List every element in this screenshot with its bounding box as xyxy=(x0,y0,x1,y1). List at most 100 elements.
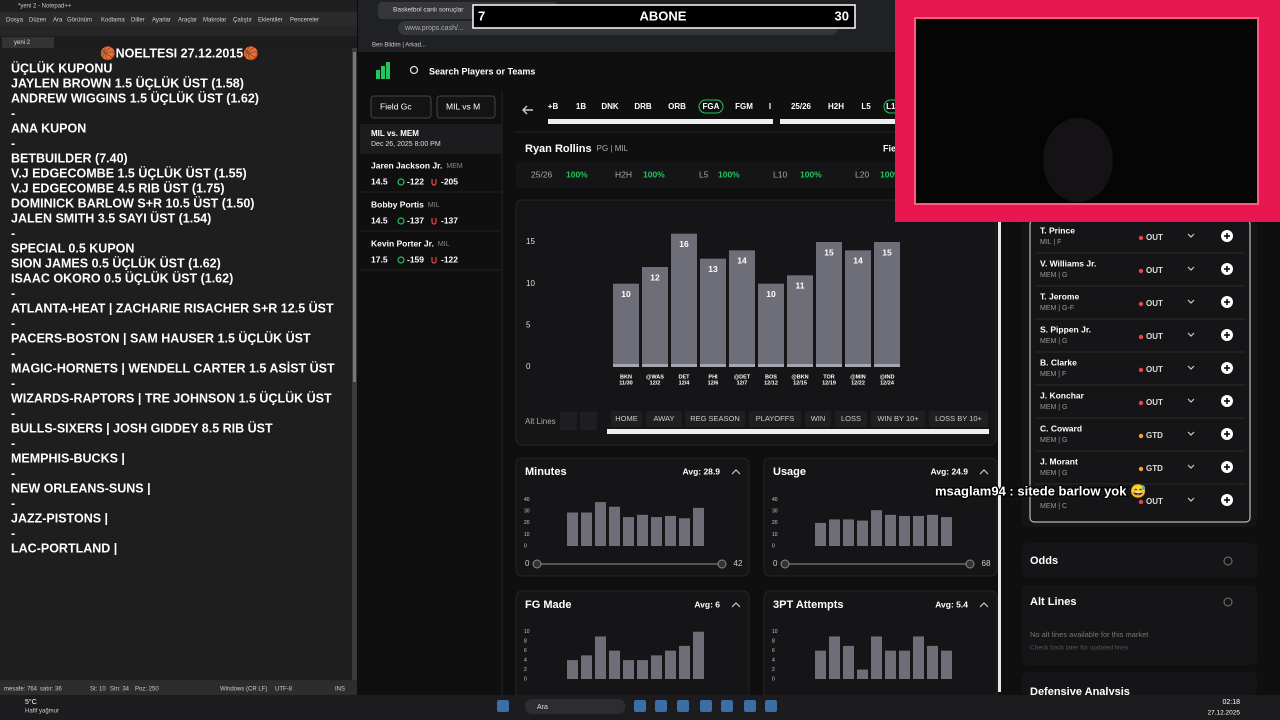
bar-base xyxy=(671,364,697,367)
editor-line: ANA KUPON xyxy=(11,121,86,135)
injury-name: V. Williams Jr. xyxy=(1040,258,1096,268)
taskbar-icon[interactable] xyxy=(677,700,689,712)
stepper[interactable] xyxy=(560,412,577,430)
filter-chip[interactable] xyxy=(749,411,801,427)
editor-line: V.J EDGECOMBE 4.5 RIB ÜST (1.75) xyxy=(11,180,225,195)
editor-line: 🏀NOELTESI 27.12.2015🏀 xyxy=(100,44,259,61)
filter-chip[interactable] xyxy=(685,411,745,427)
bookmark[interactable]: Ben Bildim | Arkad... xyxy=(372,43,426,49)
menu-item[interactable]: Araçlar xyxy=(178,18,197,24)
player-name[interactable]: Bobby Portis xyxy=(371,199,424,209)
dropdown[interactable] xyxy=(436,95,496,119)
menu-item[interactable]: Dosya xyxy=(6,18,24,24)
taskbar-icon[interactable] xyxy=(634,700,646,712)
status-dot xyxy=(1138,433,1144,439)
bar xyxy=(843,519,854,546)
x-tick-label: 12/4 xyxy=(679,380,691,386)
taskbar-icon[interactable] xyxy=(655,700,667,712)
player-title: Ryan Rollins xyxy=(525,143,592,155)
menu-item[interactable]: Düzen xyxy=(29,18,46,24)
filter-chip[interactable] xyxy=(646,411,682,427)
scroll-thumb xyxy=(353,52,356,382)
filter-chip[interactable] xyxy=(611,411,642,427)
info-icon xyxy=(1223,556,1233,566)
player-name[interactable]: Jaren Jackson Jr. xyxy=(371,160,442,170)
taskbar-search[interactable] xyxy=(525,699,625,714)
slider-handle[interactable] xyxy=(965,559,975,569)
search-input[interactable]: Search Players or Teams xyxy=(429,66,535,76)
stat-tab[interactable]: FGM xyxy=(735,102,753,111)
bar xyxy=(665,650,676,679)
stepper[interactable] xyxy=(580,412,597,430)
filter-chip[interactable] xyxy=(871,411,925,427)
menu-item[interactable]: Diller xyxy=(131,18,145,24)
time-tab[interactable]: L10 xyxy=(886,102,900,111)
taskbar-icon[interactable] xyxy=(765,700,777,712)
filter-chip[interactable] xyxy=(805,411,831,427)
y-tick-label: 0 xyxy=(772,543,775,549)
y-tick-label: 4 xyxy=(524,657,527,663)
player-name[interactable]: Kevin Porter Jr. xyxy=(371,238,434,248)
stat-tab[interactable]: ORB xyxy=(668,102,686,111)
tab-title: yeni 2 xyxy=(14,40,31,46)
editor-line: - xyxy=(11,466,15,480)
stat-tab[interactable]: 1B xyxy=(576,102,586,111)
y-tick-label: 8 xyxy=(772,639,775,645)
taskbar-icon[interactable] xyxy=(721,700,733,712)
bar xyxy=(787,275,813,367)
hit-rate-value: 100% xyxy=(566,169,588,179)
dropdown-label: MIL vs M xyxy=(446,101,480,111)
menu-item[interactable]: Ayarlar xyxy=(152,18,171,24)
menu-item[interactable]: Görünüm xyxy=(67,18,92,24)
menu-item[interactable]: Ara xyxy=(53,18,63,24)
market-title: Field xyxy=(883,143,904,153)
status-dot xyxy=(1138,268,1144,274)
editor-line: SPECIAL 0.5 KUPON xyxy=(11,241,134,255)
taskbar-icon[interactable] xyxy=(497,700,509,712)
game-title: MIL vs. MEM xyxy=(371,129,419,138)
filter-chip[interactable] xyxy=(835,411,867,427)
menu-item[interactable]: Çalıştır xyxy=(233,18,252,24)
hit-rate-label: L10 xyxy=(773,169,787,179)
chevron xyxy=(1187,332,1195,337)
section-title: Odds xyxy=(1030,555,1058,567)
y-tick-label: 10 xyxy=(772,629,778,635)
status-item: INS xyxy=(335,687,345,693)
editor-line: BETBUILDER (7.40) xyxy=(11,151,128,165)
menu-item[interactable]: Pencereler xyxy=(290,18,319,24)
time-tab[interactable]: 25/26 xyxy=(791,102,812,111)
menu-item[interactable]: Kodlama xyxy=(101,18,125,24)
slider-handle[interactable] xyxy=(532,559,542,569)
add-icon xyxy=(1224,299,1230,305)
taskbar-icon[interactable] xyxy=(700,700,712,712)
odds-panel[interactable] xyxy=(1022,543,1257,578)
search-icon xyxy=(409,65,419,75)
time-tab[interactable]: H2H xyxy=(828,102,844,111)
webcam-person xyxy=(1043,118,1113,202)
dropdown[interactable] xyxy=(370,95,432,119)
slider-handle[interactable] xyxy=(717,559,727,569)
tab-title: Basketbol canlı sonuçlar xyxy=(393,7,464,14)
url: www.props.cash/... xyxy=(404,25,464,32)
filter-chip[interactable] xyxy=(929,411,988,427)
stat-tab[interactable]: I xyxy=(769,102,771,111)
bar xyxy=(693,507,704,546)
alt-lines-panel xyxy=(1022,585,1257,665)
time-tab[interactable]: L5 xyxy=(861,102,871,111)
stat-tab[interactable]: FGA xyxy=(703,102,720,111)
bar xyxy=(871,510,882,546)
injury-team: MEM | F xyxy=(1040,371,1066,378)
stat-tab[interactable]: DRB xyxy=(634,102,652,111)
hit-rate-label: L20 xyxy=(855,169,869,179)
bar xyxy=(927,645,938,679)
taskbar-icon[interactable] xyxy=(744,700,756,712)
menu-item[interactable]: Makrolar xyxy=(203,18,226,24)
tab[interactable] xyxy=(2,37,54,48)
slider-handle[interactable] xyxy=(780,559,790,569)
menu-item[interactable]: Eklentiler xyxy=(258,18,283,24)
editor-line: - xyxy=(11,286,15,300)
stat-tab[interactable]: +B xyxy=(548,102,559,111)
stat-tab[interactable]: DNK xyxy=(601,102,619,111)
editor-line: ANDREW WIGGINS 1.5 ÜÇLÜK ÜST (1.62) xyxy=(11,90,259,105)
editor-line: - xyxy=(11,136,15,150)
